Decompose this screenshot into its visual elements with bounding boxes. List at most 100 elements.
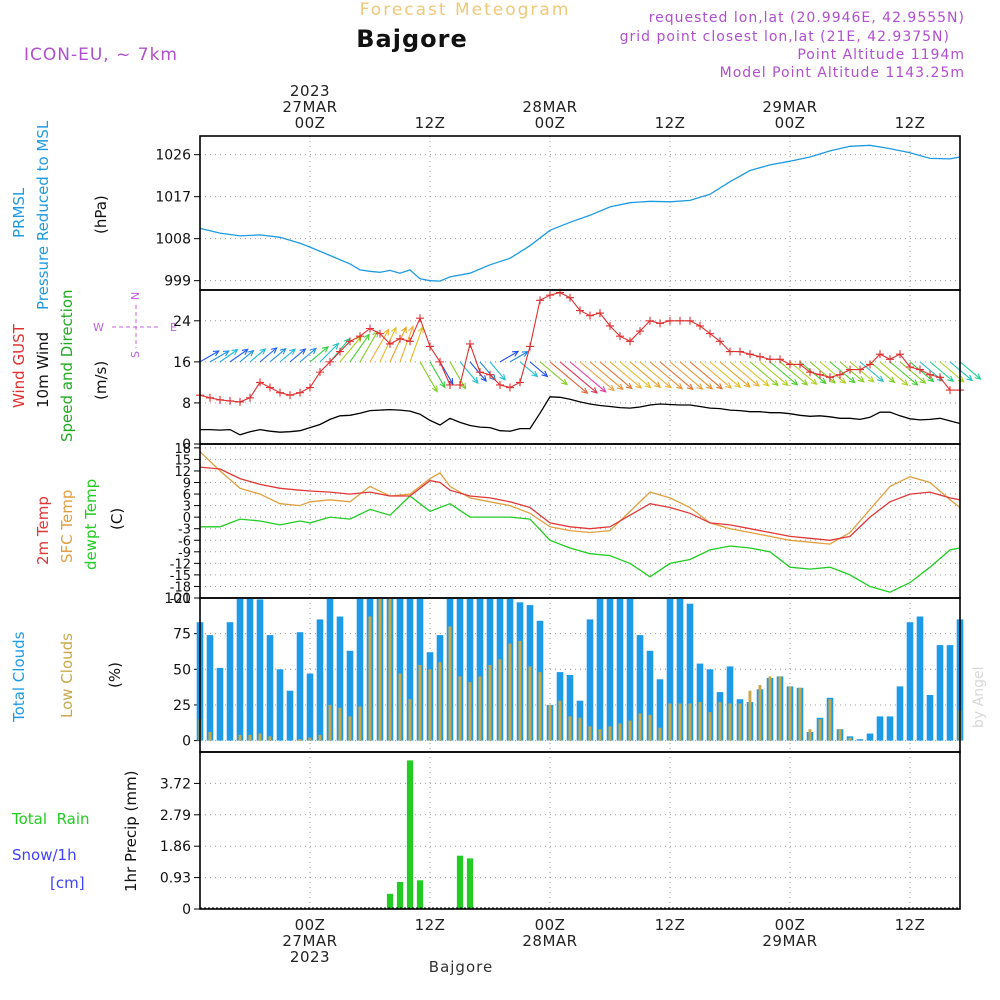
wind-arrow (749, 361, 779, 386)
low-cloud-bar (738, 703, 742, 741)
wind-arrow-head (616, 383, 624, 391)
wind-unit-label: (m/s) (92, 361, 110, 400)
wind-arrow-head (686, 383, 694, 391)
y-tick-label: 50 (173, 662, 191, 678)
wind-arrow (389, 327, 407, 363)
gust-marker (366, 324, 374, 333)
low-cloud-bar (408, 699, 412, 741)
wind-arrow (429, 361, 446, 388)
rain-bar (396, 882, 404, 909)
time-label-bottom: 12Z (655, 916, 686, 934)
wind-arrow-head (401, 326, 407, 334)
low-cloud-bar (838, 729, 842, 741)
clouds-panel: 0 25 50 75 100 (164, 591, 964, 753)
wind-arrow-head (810, 378, 818, 386)
wind-arrow (289, 348, 306, 363)
low-cloud-bar (558, 700, 562, 741)
wind-arrow (769, 361, 798, 386)
total-cloud-bar (276, 669, 284, 741)
wind-arrow (529, 361, 548, 377)
low-cloud-bar (338, 707, 342, 741)
time-label-top: 2023 (290, 82, 330, 100)
wind-arrow (569, 361, 607, 393)
total-cloud-bar (356, 598, 364, 741)
total-cloud-bar (286, 690, 294, 741)
wind-arrow (859, 361, 884, 382)
gust-marker (346, 337, 354, 346)
precip-panel: 0 0.93 1.86 2.79 3.72 (160, 751, 961, 918)
wind-arrow-head (270, 347, 278, 354)
wind-arrow (709, 361, 741, 388)
wind-arrow-head (762, 380, 770, 387)
time-label-top: 28MAR (522, 98, 577, 116)
low-cloud-bar (748, 690, 752, 741)
total-cloud-bar (936, 645, 944, 741)
wind-arrow (809, 361, 836, 384)
location-title: Bajgore (356, 25, 468, 53)
sfc-temp-label: SFC Temp (58, 490, 76, 563)
t2m-line (199, 466, 961, 541)
wind-arrow (509, 351, 529, 363)
y-tick-label: 15 (174, 453, 191, 468)
total-cloud-bar (946, 645, 954, 741)
total-cloud-bar (226, 622, 234, 741)
gust-marker (646, 316, 654, 325)
time-label-bottom: 00Z (775, 916, 806, 934)
gust-marker (526, 342, 534, 351)
wind-arrow-head (927, 375, 935, 383)
total-cloud-bar (296, 632, 304, 741)
total-cloud-bar (906, 622, 914, 741)
gust-marker (546, 291, 554, 300)
requested-lonlat: requested lon,lat (20.9946E, 42.9555N) (649, 10, 965, 26)
wind-arrow (459, 361, 479, 384)
prmsl-label: PRMSL (10, 187, 28, 238)
wind-arrow-head (974, 373, 982, 380)
compass-rose: N S W E (93, 292, 177, 358)
low-cloud-bar (298, 739, 302, 741)
model-altitude: Model Point Altitude 1143.25m (720, 65, 965, 81)
wind-arrow-head (581, 387, 589, 394)
low-cloud-bar (778, 676, 782, 741)
snow-unit-label: [cm] (50, 874, 85, 892)
gust-marker (266, 383, 274, 392)
gust-marker (506, 383, 514, 392)
gust-marker (416, 314, 424, 323)
wind-arrow-head (390, 326, 397, 334)
y-tick-label: 9 (183, 477, 191, 492)
wind-arrow (719, 361, 751, 388)
gust-marker (726, 347, 734, 356)
speed-direction-label: Speed and Direction (58, 289, 76, 442)
wind-arrow-head (654, 381, 662, 389)
low-cloud-bar (698, 702, 702, 741)
compass-west: W (93, 321, 104, 334)
wind-arrow (559, 361, 598, 394)
prmsl-desc-label: Pressure Reduced to MSL (34, 120, 52, 310)
low-cloud-bar (328, 704, 332, 741)
low-cloud-bar (808, 729, 812, 741)
wind-arrow-head (512, 350, 520, 357)
gust-marker (916, 365, 924, 374)
low-cloud-bar (348, 716, 352, 741)
wind-arrow-head (706, 383, 714, 390)
total-cloud-bar (236, 598, 244, 741)
wind-arrow (629, 361, 661, 388)
low-cloud-bar (208, 732, 212, 741)
low-cloud-bar (708, 712, 712, 741)
low-cloud-bar (598, 729, 602, 741)
gust-marker (276, 388, 284, 397)
total-cloud-bar (656, 679, 664, 741)
gust-marker (826, 373, 834, 382)
total-rain-label: Total Rain (11, 810, 90, 828)
total-cloud-bar (406, 598, 414, 741)
wind-arrow (889, 361, 918, 386)
total-cloud-bar (216, 667, 224, 741)
low-cloud-bar (368, 616, 372, 741)
time-label-top: 00Z (535, 114, 566, 132)
low-cloud-bar (458, 676, 462, 741)
gust-marker (806, 368, 814, 377)
wind-arrow (579, 361, 615, 391)
total-cloud-bar (916, 616, 924, 741)
y-tick-label: 24 (173, 314, 191, 330)
